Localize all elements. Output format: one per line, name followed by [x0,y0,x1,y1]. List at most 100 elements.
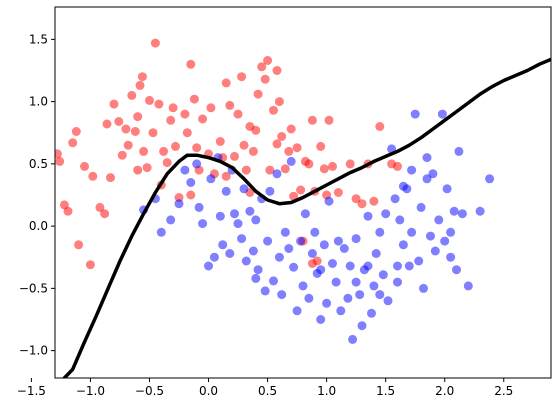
point-series-1-59 [348,334,358,344]
point-series-1-78 [404,261,414,271]
point-series-1-29 [260,286,270,296]
point-series-1-36 [280,227,290,237]
point-series-1-6 [186,178,196,187]
point-series-0-82 [333,188,343,197]
point-series-1-89 [437,109,447,119]
point-series-1-102 [422,153,432,163]
point-series-0-51 [239,140,249,150]
boundary-layer [62,57,551,378]
point-series-0-47 [225,100,235,110]
point-series-0-11 [100,209,110,219]
point-series-0-8 [85,260,95,270]
point-series-0-85 [357,199,367,209]
x-tick-label: −1.5 [17,384,46,398]
point-series-1-50 [322,298,332,308]
point-series-1-58 [345,261,355,271]
point-series-0-69 [292,143,302,153]
point-series-0-80 [324,115,334,125]
point-series-0-81 [328,161,337,171]
point-series-0-70 [296,185,306,195]
point-series-1-9 [198,219,208,229]
point-series-1-53 [331,277,341,287]
y-tick-label: −0.5 [19,281,48,295]
point-series-1-19 [230,209,239,219]
point-series-1-33 [272,169,282,179]
point-series-0-54 [248,146,258,156]
point-series-0-44 [215,137,225,146]
point-series-1-73 [390,194,400,204]
point-series-0-20 [130,127,140,136]
point-series-1-27 [253,265,263,275]
point-series-1-87 [430,246,440,256]
point-series-1-98 [475,206,485,216]
point-series-1-95 [454,146,464,156]
point-series-1-67 [371,249,381,258]
point-series-0-59 [263,56,273,65]
y-tick-label: 1.5 [29,32,48,46]
point-series-1-45 [307,249,317,258]
point-series-0-39 [192,143,202,153]
point-series-0-30 [159,146,169,156]
point-series-0-93 [221,78,231,88]
point-series-1-31 [265,186,275,196]
point-series-1-65 [367,308,376,318]
point-series-1-12 [209,252,219,262]
point-series-1-11 [206,174,216,184]
point-series-1-64 [363,211,373,221]
y-tick-label: −1.0 [19,344,48,358]
point-series-1-14 [215,211,225,221]
point-series-1-3 [166,215,176,225]
point-series-0-83 [345,159,355,169]
point-series-1-10 [204,261,213,271]
point-series-0-37 [186,59,196,69]
point-series-1-24 [245,206,255,216]
point-series-0-6 [74,240,84,250]
point-series-1-30 [263,236,273,246]
point-series-1-75 [395,215,405,225]
point-series-1-26 [251,215,261,225]
point-series-0-97 [186,190,196,200]
x-tick-label: 1.0 [317,384,336,398]
point-series-1-46 [310,227,320,237]
point-series-0-32 [166,115,176,125]
point-series-0-40 [198,114,208,124]
point-series-0-15 [114,117,124,126]
x-tick-label: 1.5 [376,384,395,398]
point-series-0-4 [68,138,78,148]
point-series-1-103 [393,261,402,271]
point-series-0-18 [123,140,133,150]
point-series-0-22 [135,80,145,90]
point-series-1-86 [428,169,438,179]
point-series-0-77 [316,141,326,151]
point-series-1-60 [351,234,361,244]
point-series-1-15 [218,240,228,250]
point-series-0-90 [393,161,402,171]
x-tick-label: 0.0 [199,384,218,398]
point-series-0-33 [171,141,180,151]
point-series-1-21 [237,234,247,244]
point-series-1-68 [375,227,385,237]
point-series-0-73 [304,159,314,169]
point-series-0-46 [221,171,231,181]
x-tick-label: 2.0 [435,384,454,398]
point-series-1-71 [383,296,393,306]
point-series-0-61 [269,105,278,115]
x-tick-label: 2.5 [494,384,513,398]
point-series-0-27 [148,128,158,138]
point-series-1-107 [316,265,326,275]
point-series-1-44 [304,293,314,303]
y-tick-label: 0.0 [29,219,48,233]
point-series-0-29 [154,99,164,109]
point-series-1-39 [289,262,299,272]
point-series-1-49 [319,240,329,250]
point-series-0-34 [174,193,184,202]
point-series-1-106 [251,273,261,283]
point-series-0-9 [88,171,98,181]
point-series-0-17 [121,124,131,134]
point-series-1-91 [442,184,452,194]
point-series-1-79 [407,227,417,237]
point-series-1-8 [194,202,204,212]
point-series-1-109 [446,227,456,237]
x-tick-label: −0.5 [135,384,164,398]
